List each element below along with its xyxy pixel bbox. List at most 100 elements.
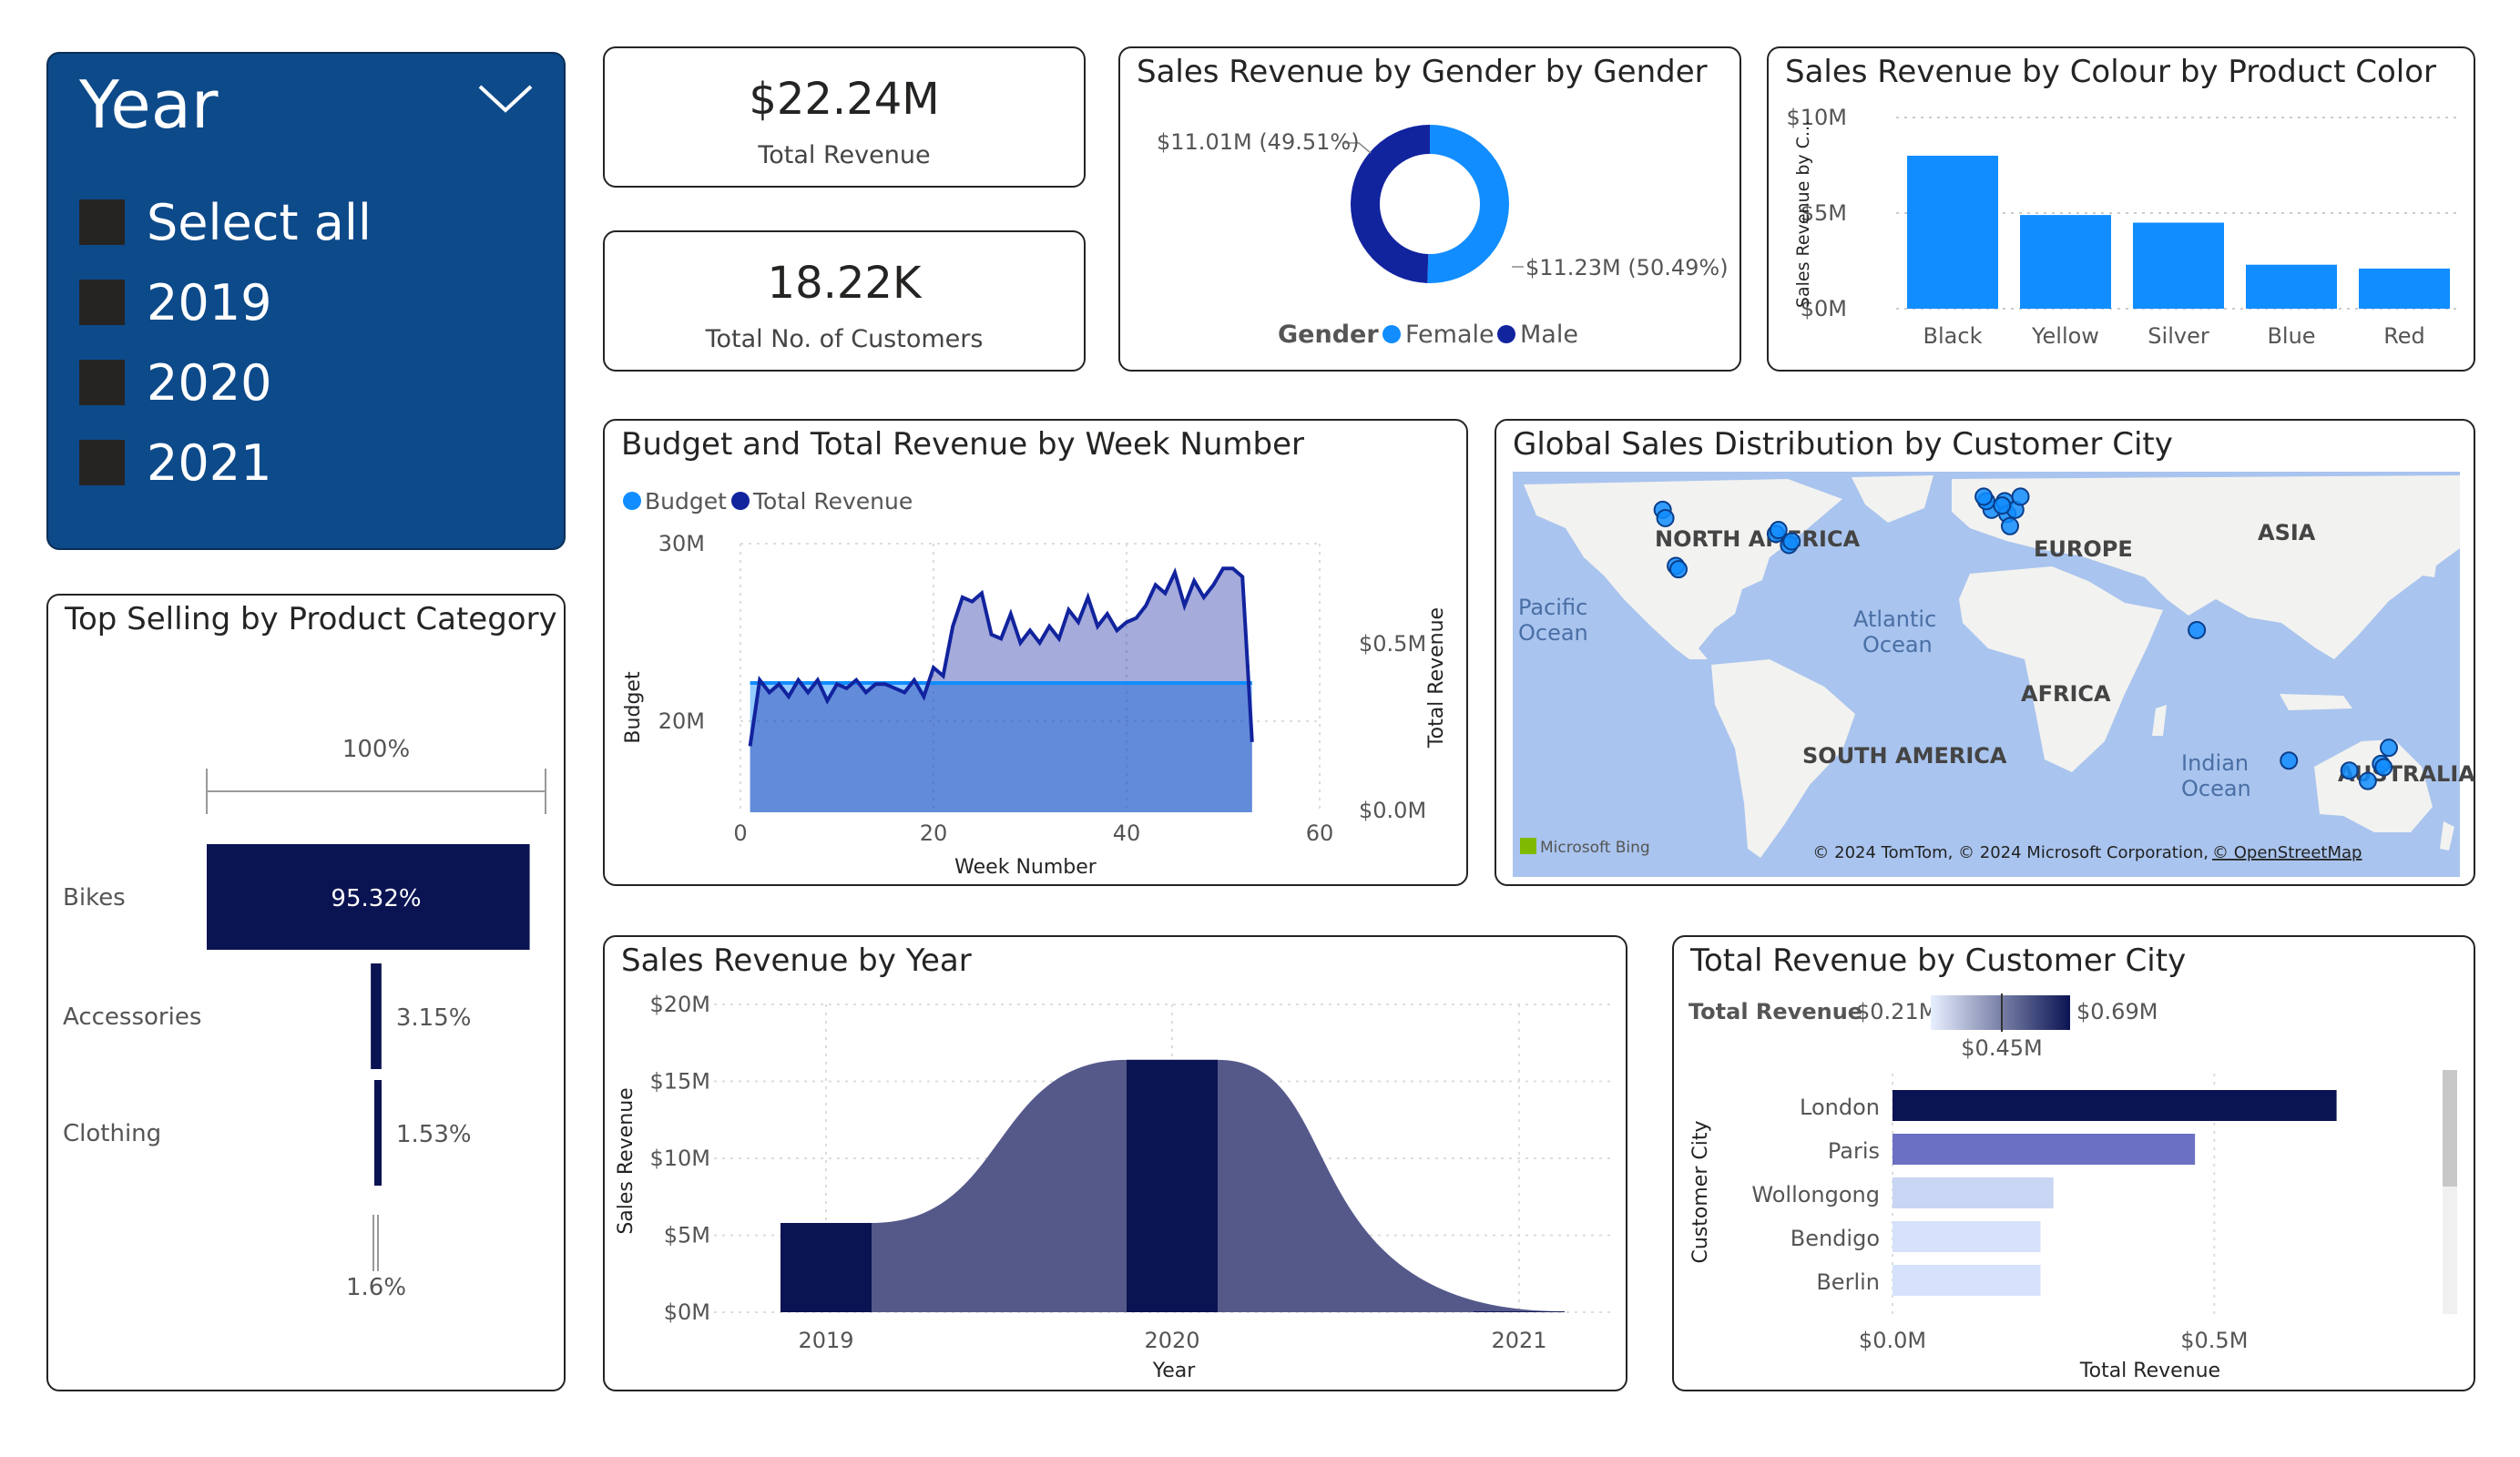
legend-swatch-male <box>1497 325 1515 343</box>
city-bar-svg: Total Revenue $0.21M $0.69M $0.45M Custo… <box>1689 993 2457 1382</box>
map-label-indian-ocean: Ocean <box>2181 776 2251 801</box>
slicer-option-2020[interactable]: 2020 <box>79 351 271 414</box>
bar-paris[interactable] <box>1893 1134 2196 1165</box>
category-label: Paris <box>1828 1138 1880 1164</box>
week-area-svg: Budget Total Revenue Budget Total Revenu… <box>622 488 1448 879</box>
chevron-down-icon[interactable] <box>476 81 535 117</box>
category-label: Accessories <box>63 1004 201 1031</box>
map-bubble[interactable] <box>1993 496 2012 515</box>
x-axis-label: Year <box>1152 1360 1197 1382</box>
budget-area[interactable] <box>750 683 1252 812</box>
year-area-svg: Sales Revenue Year $20M $15M $10M $5M $0M 201… <box>615 992 1616 1382</box>
y-axis-label-right: Total Revenue <box>1425 607 1448 749</box>
category-label: Clothing <box>63 1120 161 1147</box>
bar-2020[interactable] <box>1127 1059 1218 1312</box>
legend-swatch-total-revenue <box>731 492 750 510</box>
map-bubble[interactable] <box>2280 751 2299 770</box>
continent-south-america <box>1711 659 1855 858</box>
donut-slice-male[interactable] <box>1351 125 1430 283</box>
colour-bar-svg: $0M $5M $10M Black Yellow Silver Blue Red Sales … <box>1786 105 2461 349</box>
city-chart-card[interactable]: Total Revenue by Customer City Total Rev… <box>1672 935 2475 1391</box>
map-bubble[interactable] <box>2340 761 2359 780</box>
map-label-atlantic: Atlantic <box>1853 606 1936 632</box>
island-new-zealand <box>2440 821 2454 851</box>
map-bubble[interactable] <box>2380 739 2398 758</box>
slicer-option-select-all[interactable]: Select all <box>79 190 372 254</box>
x-axis-label: Total Revenue <box>2079 1360 2220 1382</box>
gender-chart-card[interactable]: Sales Revenue by Gender by Gender $11.01… <box>1118 46 1741 372</box>
map-label-australia: AUSTRALIA <box>2338 761 2475 787</box>
total-revenue-area[interactable] <box>750 568 1252 812</box>
map-bubble[interactable] <box>2011 487 2030 506</box>
map-bubbles[interactable] <box>1653 487 2398 790</box>
total-revenue-line[interactable] <box>748 566 1254 747</box>
map-bubble[interactable] <box>1769 521 1788 540</box>
map-bubble[interactable] <box>2358 771 2377 790</box>
donut-slice-female[interactable] <box>1427 125 1510 283</box>
bar-yellow[interactable] <box>2020 215 2111 309</box>
scrollbar-thumb[interactable] <box>2443 1070 2457 1187</box>
bar-blue[interactable] <box>2246 264 2337 309</box>
week-chart-card[interactable]: Budget and Total Revenue by Week Number … <box>603 419 1468 886</box>
map-bubble[interactable] <box>1782 532 1801 551</box>
kpi-total-revenue: $22.24M Total Revenue <box>603 46 1086 188</box>
checkbox[interactable] <box>79 280 125 325</box>
world-map-svg[interactable]: NORTH AMERICA EUROPE ASIA AFRICA SOUTH A… <box>1496 421 2477 888</box>
legend-max: $0.69M <box>2076 999 2158 1024</box>
y-tick: $10M <box>1786 105 1847 130</box>
y-axis-label-left: Budget <box>622 671 645 744</box>
bar-berlin[interactable] <box>1893 1265 2041 1296</box>
bar-london[interactable] <box>1893 1090 2337 1121</box>
x-tick: Black <box>1923 323 1983 349</box>
year-chart-card[interactable]: Sales Revenue by Year Sales Revenue Year… <box>603 935 1627 1391</box>
continent-africa <box>1959 566 2163 772</box>
legend-mid: $0.45M <box>1961 1035 2042 1061</box>
map-card[interactable]: Global Sales Distribution by Customer Ci… <box>1495 419 2475 886</box>
category-chart-card[interactable]: Top Selling by Product Category 100% 1.6… <box>46 594 566 1391</box>
bar-accessories[interactable] <box>371 963 382 1069</box>
option-label: 2020 <box>147 353 272 412</box>
slicer-title: Year <box>79 66 219 143</box>
y-tick: $15M <box>649 1069 710 1095</box>
legend-title: Total Revenue <box>1689 999 1862 1024</box>
y-tick-left: 30M <box>658 531 705 556</box>
checkbox[interactable] <box>79 440 125 485</box>
map-bubble[interactable] <box>2001 516 2019 535</box>
map-bubble[interactable] <box>2374 758 2393 777</box>
legend-label-total-revenue: Total Revenue <box>752 488 913 515</box>
bar-silver[interactable] <box>2133 222 2224 310</box>
colour-chart-card[interactable]: Sales Revenue by Colour by Product Color… <box>1767 46 2475 372</box>
slicer-option-2021[interactable]: 2021 <box>79 431 271 494</box>
data-label: 3.15% <box>396 1004 472 1032</box>
island-madagascar <box>2152 705 2167 736</box>
island-japan <box>2422 548 2438 577</box>
bar-2019[interactable] <box>780 1222 872 1312</box>
slicer-option-2019[interactable]: 2019 <box>79 270 271 334</box>
year-slicer[interactable]: Year Select all 2019 2020 2021 <box>46 52 566 550</box>
x-tick: 0 <box>733 820 747 846</box>
option-label: Select all <box>147 193 372 251</box>
map-bubble[interactable] <box>1656 508 1675 527</box>
bar-2021[interactable] <box>1474 1311 1565 1312</box>
checkbox[interactable] <box>79 360 125 405</box>
male-data-label: $11.01M (49.51%) <box>1157 129 1360 155</box>
bar-bendigo[interactable] <box>1893 1221 2041 1252</box>
osm-link[interactable]: © OpenStreetMap <box>2212 843 2362 862</box>
x-tick: 60 <box>1306 820 1334 846</box>
male-label-leader <box>1344 142 1372 154</box>
x-tick: $0.0M <box>1859 1328 1926 1353</box>
bar-black[interactable] <box>1907 156 1998 309</box>
continent-greenland <box>1852 475 1933 523</box>
data-label: 95.32% <box>331 885 421 912</box>
category-label: Wollongong <box>1751 1182 1880 1207</box>
bar-clothing[interactable] <box>374 1080 382 1186</box>
bar-bikes[interactable] <box>207 844 530 950</box>
bar-red[interactable] <box>2359 268 2450 309</box>
legend-label-female: Female <box>1405 321 1495 349</box>
y-tick-left: 20M <box>658 708 705 734</box>
map-bubble[interactable] <box>2188 620 2207 639</box>
map-bubble[interactable] <box>1974 487 1994 506</box>
bar-wollongong[interactable] <box>1893 1177 2054 1208</box>
checkbox[interactable] <box>79 199 125 245</box>
map-bubble[interactable] <box>1669 560 1688 579</box>
